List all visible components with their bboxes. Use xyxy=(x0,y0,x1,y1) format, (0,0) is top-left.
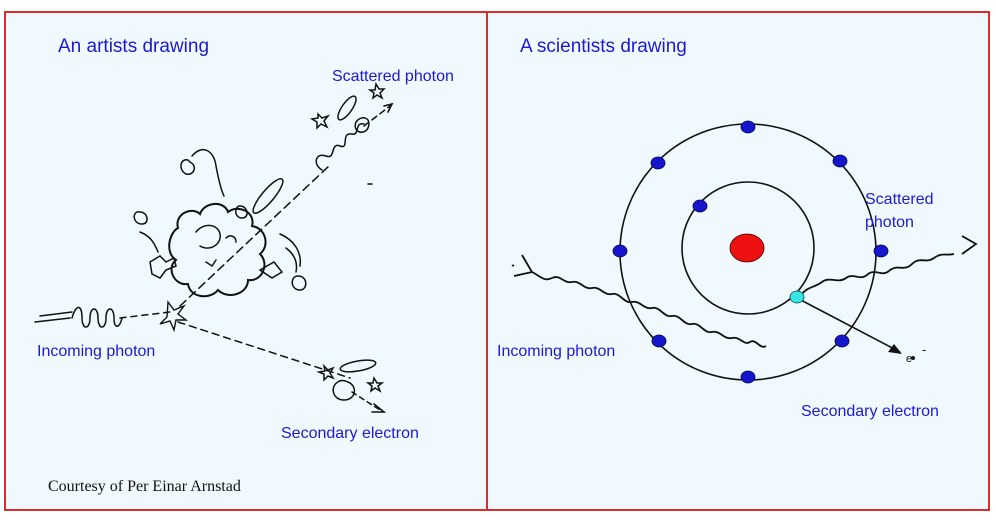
scientist-secondary-electron-label: Secondary electron xyxy=(801,403,939,420)
scientist-scattered-photon xyxy=(799,253,955,297)
scientist-incoming-photon xyxy=(511,254,767,348)
inner-orbit xyxy=(681,181,815,315)
scientist-scattered-label-line2: photon xyxy=(865,214,914,231)
scientist-incoming-photon-label: Incoming photon xyxy=(497,343,616,360)
orbit-electron xyxy=(692,199,708,213)
electron-symbol: e xyxy=(906,353,913,365)
orbit-electron xyxy=(834,334,850,348)
artist-electron xyxy=(332,379,356,401)
artist-incoming-path xyxy=(119,311,171,319)
orbit-electron xyxy=(650,156,666,170)
scientist-electron-path xyxy=(796,297,901,353)
artist-incoming-photon-label: Incoming photon xyxy=(37,343,156,360)
artist-drawing-title: An artists drawing xyxy=(58,36,210,57)
scientist-drawing-title: A scientists drawing xyxy=(520,36,687,57)
orbit-electron xyxy=(740,120,756,134)
artist-scattered-photon-label: Scattered photon xyxy=(332,68,454,85)
ejected-electron xyxy=(789,290,805,304)
image-credit: Courtesy of Per Einar Arnstad xyxy=(48,478,241,495)
artist-incoming-photon xyxy=(34,306,123,328)
artist-drawing-panel xyxy=(4,11,488,511)
orbit-electron xyxy=(651,334,667,348)
scientist-scattered-label-line1: Scattered xyxy=(865,191,934,208)
orbit-electron xyxy=(740,370,756,384)
artist-electron-path xyxy=(177,321,351,379)
artist-scatter-path xyxy=(179,164,331,307)
artist-secondary-electron-label: Secondary electron xyxy=(281,425,419,442)
nucleus xyxy=(729,233,765,263)
orbit-electron xyxy=(873,244,889,258)
artist-impact-star xyxy=(159,300,189,333)
orbit-electron xyxy=(612,244,628,258)
artist-scattered-photon xyxy=(315,123,365,171)
electron-charge: - xyxy=(922,342,927,357)
scientist-drawing-panel xyxy=(486,11,990,511)
orbit-electron xyxy=(832,154,848,168)
